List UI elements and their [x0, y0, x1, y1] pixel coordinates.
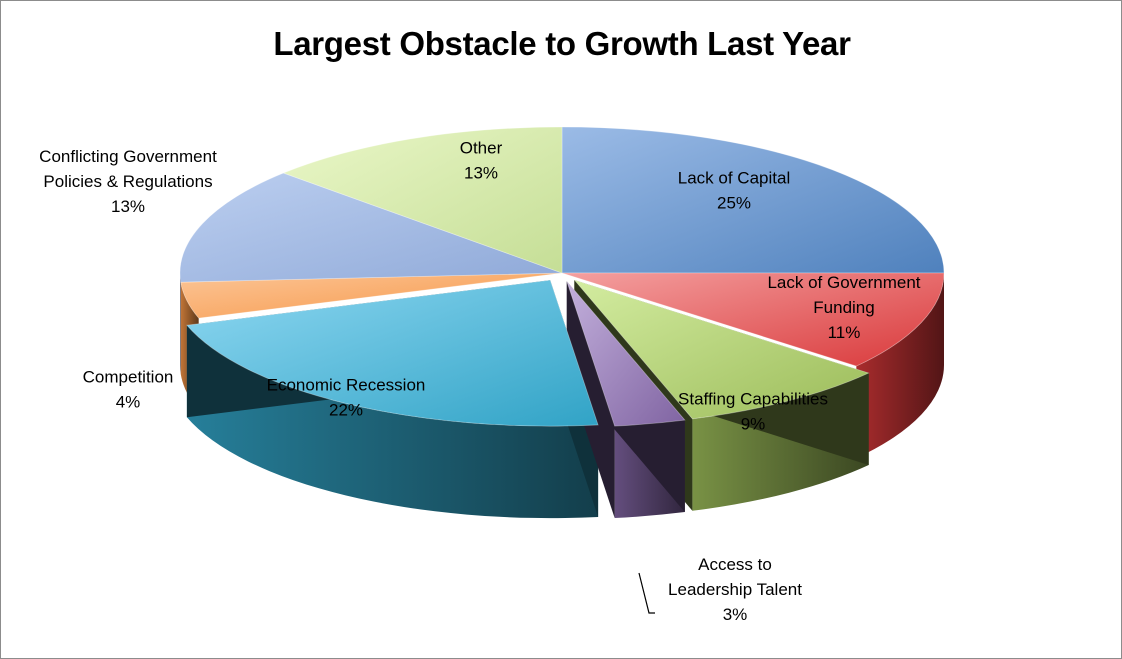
- pie-slice-cut-face: [566, 281, 615, 519]
- pie-slice: [180, 272, 563, 319]
- pie-slice-side: [180, 273, 181, 375]
- slice-data-label: Lack of Government Funding 11%: [767, 273, 920, 342]
- pie-slice-side: [186, 325, 599, 519]
- pie-slice: [561, 126, 945, 274]
- slice-data-label: Conflicting Government Policies & Regulat…: [39, 147, 217, 216]
- label-leader-line: [638, 572, 655, 614]
- slice-data-label: Economic Recession 22%: [267, 376, 426, 420]
- chart-title: Largest Obstacle to Growth Last Year: [273, 25, 851, 62]
- slice-data-label: Lack of Capital 25%: [678, 169, 790, 213]
- slice-data-label: Competition 4%: [83, 368, 174, 412]
- pie-slice: [282, 126, 563, 274]
- pie-slice: [179, 172, 563, 283]
- slice-data-label: Other 13%: [460, 139, 503, 183]
- pie-slice: [561, 272, 945, 367]
- slice-data-label: Access to Leadership Talent 3%: [668, 555, 802, 624]
- pie-slice-side: [856, 273, 944, 459]
- pie-slice: [573, 279, 870, 420]
- pie-slice: [566, 280, 686, 427]
- pie-slice: [186, 279, 599, 427]
- slice-data-label: Staffing Capabilities 9%: [678, 390, 828, 434]
